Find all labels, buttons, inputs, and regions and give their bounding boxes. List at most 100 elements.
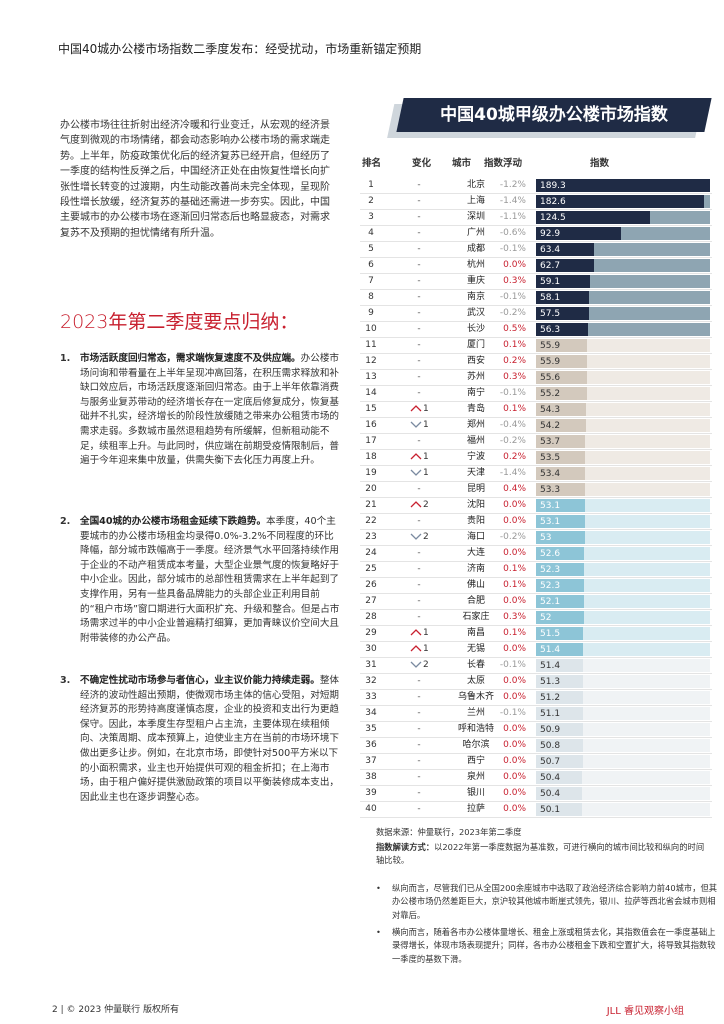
index-change: 0.0%	[503, 740, 526, 750]
row-separator	[360, 785, 712, 786]
rank: 8	[368, 292, 374, 302]
index-change: 0.0%	[503, 516, 526, 526]
index-value: 52.1	[540, 596, 561, 607]
index-bar	[536, 243, 595, 256]
index-bar	[536, 307, 589, 320]
index-bar	[536, 659, 584, 672]
index-bar	[536, 211, 651, 224]
index-change: -0.1%	[499, 708, 526, 718]
column-header: 城市	[452, 158, 472, 169]
summary-item: 2. 全国40城的办公楼市场租金延续下跌趋势。本季度，40个主要城市的办公楼市场租…	[60, 515, 342, 646]
city: 无锡	[466, 644, 485, 654]
rank: 16	[365, 420, 377, 430]
row-separator	[360, 561, 712, 562]
row-separator	[360, 193, 712, 194]
index-value: 52.6	[540, 548, 561, 559]
city: 杭州	[466, 260, 485, 270]
change: -	[417, 516, 421, 526]
change: -	[417, 676, 421, 686]
row-separator	[360, 545, 712, 546]
row-separator	[360, 353, 712, 354]
row-separator	[360, 337, 712, 338]
index-bar	[536, 339, 588, 352]
index-change: 0.2%	[503, 356, 526, 366]
change: 1	[423, 404, 429, 414]
rank: 27	[365, 596, 377, 606]
change: -	[417, 292, 421, 302]
index-change: -0.6%	[499, 228, 526, 238]
index-bar	[536, 291, 590, 304]
city: 成都	[466, 244, 485, 254]
footer-page: 2 | © 2023 仲量联行 版权所有	[52, 1005, 179, 1015]
change: 1	[423, 452, 429, 462]
index-change: -1.1%	[499, 212, 526, 222]
index-value: 59.1	[540, 276, 561, 287]
change: -	[417, 212, 421, 222]
change: -	[417, 756, 421, 766]
index-change: 0.4%	[503, 484, 526, 494]
city: 拉萨	[466, 804, 485, 814]
arrow-icon	[410, 453, 422, 460]
index-value: 55.2	[540, 388, 561, 399]
item-title: 市场活跃度回归常态，需求端恢复速度不及供应端。	[80, 353, 301, 364]
change: 2	[423, 532, 429, 542]
item-body: 办公楼市场问询和带看量在上半年呈现冲高回落，在积压需求释放和补缺口效应后，市场活…	[80, 353, 340, 467]
index-bar	[536, 227, 622, 240]
index-bar	[536, 355, 588, 368]
row-separator	[360, 401, 712, 402]
city: 兰州	[466, 708, 485, 718]
rank: 36	[365, 740, 377, 750]
index-change: 0.5%	[503, 324, 526, 334]
column-header: 变化	[412, 158, 432, 169]
index-change: 0.0%	[503, 772, 526, 782]
index-bar	[536, 275, 591, 288]
index-value: 58.1	[540, 292, 561, 303]
index-value: 55.9	[540, 340, 561, 351]
index-change: 0.1%	[503, 628, 526, 638]
rank: 12	[365, 356, 377, 366]
index-bar	[536, 451, 586, 464]
index-value: 53.5	[540, 452, 561, 463]
row-separator	[360, 529, 712, 530]
arrow-icon	[410, 469, 422, 476]
row-separator	[360, 673, 712, 674]
index-value: 52.3	[540, 564, 561, 575]
rank: 11	[365, 340, 377, 350]
row-separator	[360, 689, 712, 690]
rank: 10	[365, 324, 377, 334]
city: 昆明	[466, 484, 485, 494]
rank: 35	[365, 724, 377, 734]
index-bar	[536, 675, 584, 688]
rank: 22	[365, 516, 377, 526]
city: 苏州	[466, 372, 485, 382]
city: 石家庄	[462, 612, 490, 622]
change: -	[417, 708, 421, 718]
city: 佛山	[466, 580, 485, 590]
change: -	[417, 276, 421, 286]
city: 大连	[466, 548, 485, 558]
index-value: 53.7	[540, 436, 561, 447]
item-body: 本季度，40个主要城市的办公楼市场租金均录得0.0%-3.2%不同程度的环比降幅…	[80, 516, 340, 644]
index-change: 0.0%	[503, 500, 526, 510]
index-bar	[536, 419, 586, 432]
city: 贵阳	[466, 516, 485, 526]
row-separator	[360, 641, 712, 642]
city: 厦门	[466, 340, 485, 350]
arrow-icon	[410, 645, 422, 652]
index-change: 0.0%	[503, 644, 526, 654]
city: 南昌	[466, 628, 485, 638]
row-separator	[360, 753, 712, 754]
row-separator	[360, 385, 712, 386]
city: 广州	[466, 228, 485, 238]
index-bar	[536, 435, 586, 448]
index-value: 51.4	[540, 660, 561, 671]
city: 郑州	[466, 420, 485, 430]
rank: 25	[365, 564, 377, 574]
index-bar	[536, 723, 583, 736]
index-change: -1.4%	[499, 196, 526, 206]
index-change: -1.4%	[499, 468, 526, 478]
index-change: -0.2%	[499, 436, 526, 446]
rank: 30	[365, 644, 377, 654]
index-change: -0.1%	[499, 388, 526, 398]
index-change: 0.3%	[503, 276, 526, 286]
